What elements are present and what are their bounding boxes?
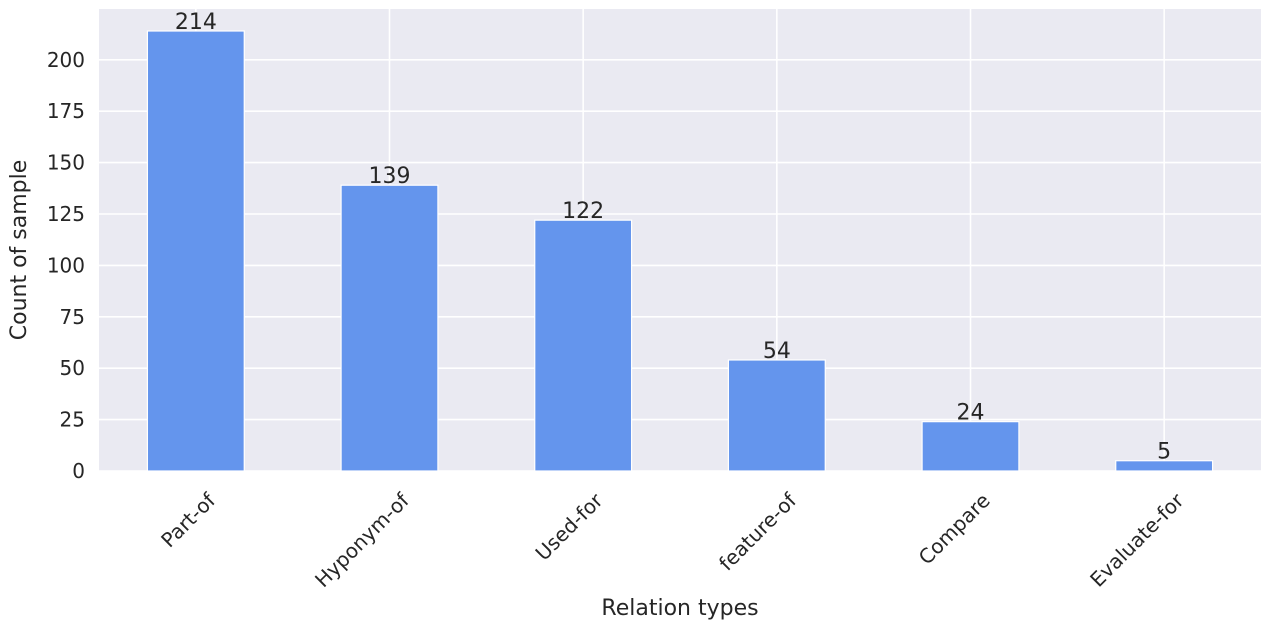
y-tick-label-150: 150: [47, 151, 85, 175]
data-labels: 214 139 122 54 24 5: [175, 10, 1171, 465]
data-label-feature-of: 54: [763, 339, 791, 364]
y-tick-label-25: 25: [60, 408, 85, 432]
bar-hyponym-of: [340, 184, 439, 472]
x-axis-label: Relation types: [601, 596, 758, 621]
x-tick-label-used-for: Used-for: [531, 488, 608, 565]
data-label-part-of: 214: [175, 10, 217, 35]
x-tick-label-evaluate-for: Evaluate-for: [1085, 488, 1189, 592]
x-axis-ticks: Part-of Hyponym-of Used-for feature-of Compa…: [156, 488, 1189, 592]
y-tick-label-100: 100: [47, 253, 85, 277]
y-tick-label-175: 175: [47, 99, 85, 123]
y-axis-label: Count of sample: [7, 160, 32, 341]
y-tick-label-0: 0: [72, 459, 85, 483]
bars: [146, 30, 1214, 472]
x-tick-label-feature-of: feature-of: [714, 488, 802, 576]
x-tick-label-compare: Compare: [914, 488, 995, 569]
bar-evaluate-for: [1115, 460, 1214, 472]
bar-part-of: [146, 30, 245, 472]
y-tick-label-125: 125: [47, 202, 85, 226]
bar-used-for: [534, 219, 633, 472]
bar-feature-of: [727, 359, 826, 472]
data-label-evaluate-for: 5: [1157, 440, 1171, 465]
y-tick-label-200: 200: [47, 48, 85, 72]
x-tick-label-hyponym-of: Hyponym-of: [310, 488, 414, 592]
y-tick-label-75: 75: [60, 305, 85, 329]
data-label-compare: 24: [957, 401, 985, 426]
y-tick-label-50: 50: [60, 356, 85, 380]
x-tick-label-part-of: Part-of: [156, 488, 221, 553]
grid-lines: [99, 9, 1261, 472]
y-axis-ticks: 0 25 50 75 100 125 150 175 200: [47, 48, 85, 483]
plot-area: [99, 9, 1261, 471]
bar-compare: [921, 421, 1020, 472]
data-label-used-for: 122: [562, 199, 604, 224]
data-label-hyponym-of: 139: [369, 164, 411, 189]
